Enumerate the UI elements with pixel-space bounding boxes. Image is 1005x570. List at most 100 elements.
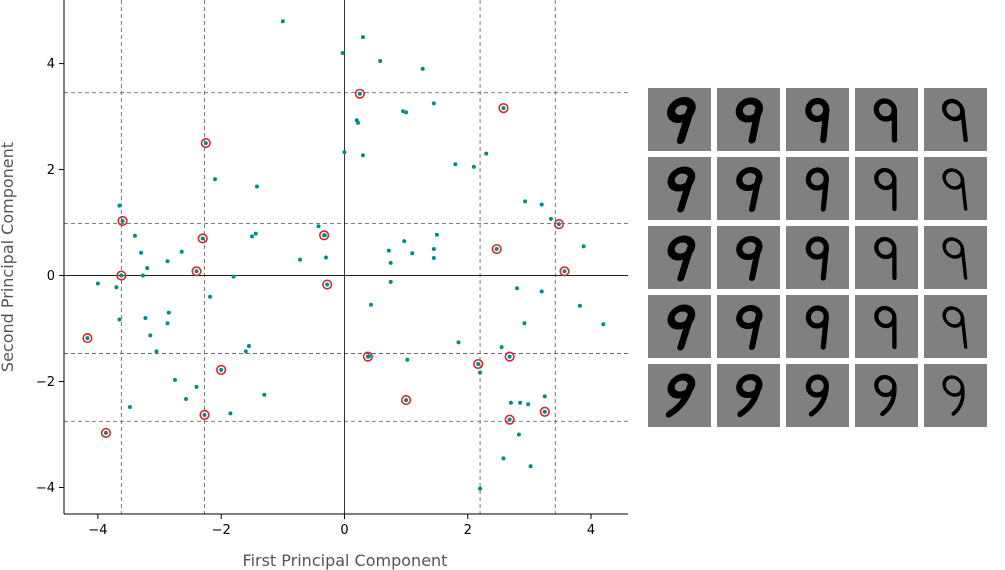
- scatter-point: [316, 224, 321, 229]
- scatter-point: [494, 247, 499, 252]
- digit-glyph-image: [805, 167, 829, 212]
- highlighted-point-ring: [504, 351, 515, 362]
- highlighted-point-ring: [362, 351, 373, 362]
- scatter-point: [179, 249, 184, 254]
- scatter-point: [262, 392, 267, 397]
- data-points: [85, 19, 606, 491]
- digit-glyph-image: [666, 97, 696, 144]
- scatter-point: [431, 101, 436, 106]
- scatter-point: [456, 340, 461, 345]
- digit-thumbnail: [785, 294, 850, 359]
- scatter-point: [471, 164, 476, 169]
- scatter-point: [478, 370, 483, 375]
- scatter-point: [325, 282, 330, 287]
- y-tick-label: −4: [36, 481, 55, 496]
- scatter-point: [250, 234, 254, 239]
- digit-glyph-image: [667, 304, 696, 351]
- digit-glyph-image: [805, 305, 829, 350]
- x-tick-label: −4: [88, 523, 107, 538]
- plot-area: [63, 0, 628, 515]
- digit-glyph-image: [736, 166, 763, 213]
- scatter-point: [507, 417, 512, 422]
- highlighted-point-ring: [498, 102, 509, 114]
- x-tick-label: 4: [587, 523, 595, 538]
- digit-glyph-image: [805, 374, 829, 417]
- scatter-point: [280, 19, 285, 24]
- digit-thumbnail: [923, 363, 988, 428]
- digit-glyph-image: [667, 235, 696, 282]
- scatter-point: [360, 35, 365, 40]
- scatter-point: [340, 50, 345, 55]
- digit-glyph-image: [805, 97, 830, 144]
- scatter-point: [542, 394, 547, 399]
- y-axis-ticks: −4 −2 0 2 4: [36, 57, 64, 496]
- scatter-point: [140, 273, 145, 278]
- scatter-point: [145, 266, 150, 271]
- digit-glyph-image: [736, 373, 763, 418]
- digit-glyph-image: [874, 236, 897, 281]
- scatter-point: [518, 400, 523, 405]
- scatter-point: [143, 315, 148, 320]
- digit-glyph-image: [667, 166, 696, 213]
- scatter-point: [357, 91, 362, 96]
- scatter-point: [194, 269, 199, 274]
- digit-thumbnail: [923, 87, 988, 152]
- digit-thumbnail-grid: [647, 87, 992, 432]
- highlighted-point-ring: [200, 137, 211, 149]
- highlighted-point-ring: [216, 364, 227, 375]
- scatter-point: [85, 336, 90, 341]
- scatter-point: [548, 216, 553, 221]
- scatter-point: [478, 486, 483, 491]
- digit-thumbnail: [854, 87, 919, 152]
- scatter-point: [601, 322, 606, 327]
- digit-thumbnail: [716, 156, 781, 221]
- highlighted-point-ring: [197, 233, 208, 244]
- scatter-point: [507, 354, 512, 359]
- digit-thumbnail: [647, 87, 712, 152]
- digit-thumbnail: [923, 225, 988, 290]
- scatter-point: [117, 203, 122, 208]
- plot-background: [64, 0, 628, 514]
- scatter-point: [539, 202, 544, 207]
- scatter-point: [562, 269, 567, 274]
- highlighted-point-ring: [319, 230, 330, 241]
- scatter-point: [231, 274, 236, 279]
- digit-glyph-image: [941, 98, 968, 143]
- scatter-point: [154, 349, 159, 354]
- digit-thumbnail: [854, 156, 919, 221]
- digit-thumbnail: [716, 87, 781, 152]
- scatter-point: [203, 141, 208, 146]
- scatter-point: [404, 398, 409, 403]
- scatter-point: [342, 150, 347, 155]
- scatter-point: [95, 281, 100, 286]
- scatter-point: [172, 377, 177, 382]
- scatter-point: [323, 255, 328, 260]
- scatter-point: [148, 333, 153, 338]
- scatter-point: [431, 256, 436, 261]
- scatter-point: [365, 354, 370, 359]
- scatter-point: [484, 151, 489, 156]
- digit-thumbnail: [854, 225, 919, 290]
- scatter-point: [254, 184, 259, 189]
- scatter-point: [453, 162, 458, 167]
- highlighted-point-ring: [559, 266, 570, 277]
- scatter-point: [246, 344, 251, 349]
- scatter-point: [388, 279, 393, 284]
- scatter-point: [577, 303, 582, 308]
- digit-glyph-image: [736, 304, 763, 351]
- highlighted-point-ring: [322, 279, 333, 290]
- digit-thumbnail: [923, 156, 988, 221]
- x-tick-label: 2: [464, 523, 472, 538]
- scatter-point: [386, 248, 391, 253]
- digit-thumbnail: [785, 363, 850, 428]
- digit-thumbnail: [716, 363, 781, 428]
- digit-glyph-image: [735, 97, 763, 144]
- digit-glyph-image: [874, 374, 897, 417]
- digit-thumbnail: [647, 294, 712, 359]
- x-tick-label: −2: [212, 523, 231, 538]
- highlighted-point-ring: [82, 332, 93, 344]
- scatter-point: [127, 404, 132, 409]
- scatter-point: [213, 177, 218, 182]
- scatter-point: [402, 239, 407, 244]
- highlighted-point-ring: [117, 215, 128, 227]
